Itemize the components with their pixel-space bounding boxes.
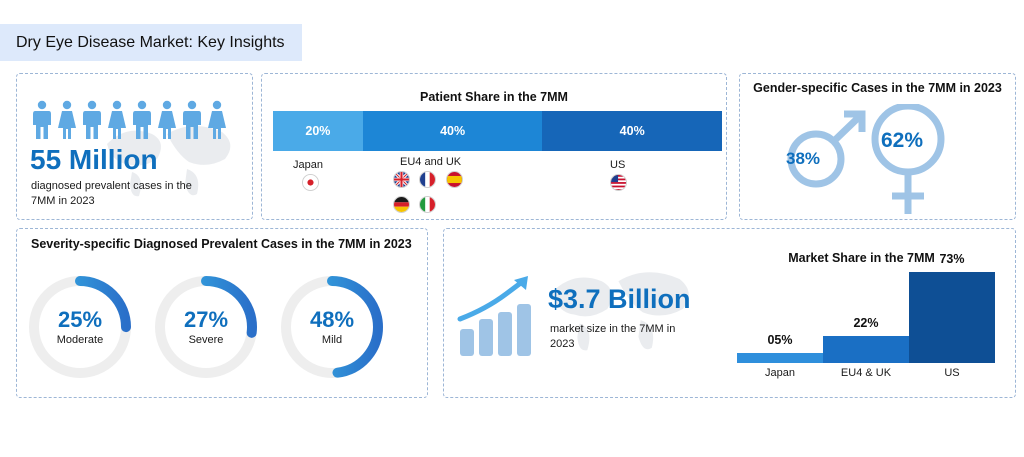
gender-panel: Gender-specific Cases in the 7MM in 2023…: [739, 73, 1016, 220]
share-segment-1: 20%: [273, 111, 363, 151]
bar-category-label: US: [944, 367, 960, 379]
person-female-icon: [208, 100, 226, 139]
patient-share-title: Patient Share in the 7MM: [420, 90, 568, 104]
market-description-line1: market size in the 7MM in: [550, 323, 676, 335]
prevalence-panel: 55 Million diagnosed prevalent cases in …: [16, 73, 253, 220]
bar-value-label: 05%: [767, 333, 793, 347]
page-title: Dry Eye Disease Market: Key Insights: [16, 34, 285, 51]
severity-percentage: 27%: [183, 307, 229, 332]
world-map-icon: [551, 272, 689, 351]
severity-label: Moderate: [56, 334, 104, 346]
patient-share-panel: Patient Share in the 7MM 20% 40% 40% Japan…: [261, 73, 727, 220]
gender-symbols-icon: [787, 104, 945, 214]
person-male-icon: [83, 100, 101, 139]
share-segment-2: 40%: [362, 111, 543, 151]
severity-donut-mild: 48% Mild: [279, 274, 385, 380]
people-icon-row: [31, 100, 228, 140]
severity-percentage: 48%: [309, 307, 355, 332]
world-map-icon: [107, 125, 231, 197]
bar-value-label: 73%: [939, 252, 965, 266]
market-share-bar: [737, 353, 823, 363]
severity-label: Mild: [321, 334, 343, 346]
region-label-us: US: [610, 159, 626, 171]
severity-percentage: 25%: [57, 307, 103, 332]
region-label-japan: Japan: [293, 159, 323, 171]
prevalence-description-line1: diagnosed prevalent cases in the: [31, 180, 192, 192]
severity-title: Severity-specific Diagnosed Prevalent Ca…: [31, 237, 412, 251]
prevalence-description-line2: 7MM in 2023: [31, 195, 95, 207]
chart-title: Market Share in the 7MM: [788, 251, 935, 265]
uk-flag-icon: [393, 171, 410, 188]
person-male-icon: [183, 100, 201, 139]
patient-share-bar: 20% 40% 40%: [273, 111, 722, 151]
germany-flag-icon: [393, 196, 410, 213]
male-symbol-icon: [787, 130, 845, 188]
japan-flag-icon: [302, 174, 319, 191]
person-female-icon: [58, 100, 76, 139]
person-male-icon: [33, 100, 51, 139]
market-description-line2: 2023: [550, 338, 575, 350]
market-panel: $3.7 Billion market size in the 7MM in 2…: [443, 228, 1016, 398]
bar-category-label: Japan: [765, 367, 795, 379]
person-male-icon: [133, 100, 151, 139]
gender-title: Gender-specific Cases in the 7MM in 2023: [753, 81, 1002, 95]
severity-panel: Severity-specific Diagnosed Prevalent Ca…: [16, 228, 428, 398]
female-percentage: 62%: [881, 129, 924, 152]
italy-flag-icon: [419, 196, 436, 213]
severity-label: Severe: [188, 334, 224, 346]
growth-chart-icon: [457, 276, 531, 356]
page-title-banner: Dry Eye Disease Market: Key Insights: [0, 24, 302, 61]
us-flag-icon: [610, 174, 627, 191]
bar-value-label: 22%: [853, 315, 879, 330]
male-percentage: 38%: [786, 149, 821, 168]
severity-arc-moderate: [29, 276, 131, 378]
bar-category-label: EU4 & UK: [840, 367, 892, 379]
market-share-bar: [823, 335, 909, 363]
spain-flag-icon: [446, 171, 463, 188]
severity-arc-severe: [155, 276, 257, 378]
market-size-value: $3.7 Billion: [548, 284, 691, 314]
severity-arc-mild: [281, 276, 383, 378]
severity-donut-moderate: 25% Moderate: [27, 274, 133, 380]
market-share-bar: [909, 272, 995, 363]
person-female-icon: [158, 100, 176, 139]
prevalence-value: 55 Million: [30, 144, 158, 175]
france-flag-icon: [419, 171, 436, 188]
person-female-icon: [108, 100, 126, 139]
share-segment-3: 40%: [542, 111, 722, 151]
severity-donut-severe: 27% Severe: [153, 274, 259, 380]
region-label-eu4-uk: EU4 and UK: [400, 156, 462, 168]
